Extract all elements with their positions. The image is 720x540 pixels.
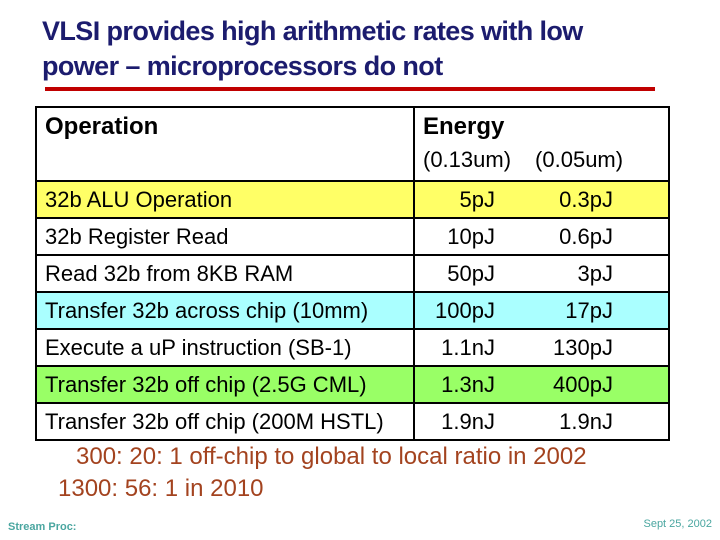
operation-cell: Execute a uP instruction (SB-1)	[37, 330, 415, 365]
table-row: Transfer 32b off chip (200M HSTL) 1.9nJ …	[37, 402, 668, 439]
column-header-energy: Energy (0.13um) (0.05um)	[415, 108, 668, 180]
slide-title-line2: power – microprocessors do not	[42, 51, 443, 81]
column-header-operation: Operation	[37, 108, 415, 180]
table-row: Transfer 32b across chip (10mm) 100pJ 17…	[37, 291, 668, 328]
energy-subheader-005um: (0.05um)	[535, 147, 624, 172]
energy-013um-cell: 10pJ	[447, 223, 495, 249]
energy-013um-cell: 50pJ	[447, 260, 495, 286]
energy-005um-cell: 130pJ	[553, 334, 613, 360]
ratio-notes: 300: 20: 1 off-chip to global to local r…	[0, 441, 700, 505]
footer-project-label: Stream Proc:	[8, 521, 77, 533]
energy-005um-cell: 0.3pJ	[559, 186, 613, 212]
energy-005um-cell: 400pJ	[553, 371, 613, 397]
ratio-note-2002: 300: 20: 1 off-chip to global to local r…	[76, 443, 587, 470]
table-header-row: Operation Energy (0.13um) (0.05um)	[37, 108, 668, 180]
slide-title: VLSI provides high arithmetic rates with…	[42, 14, 710, 84]
table-row: Transfer 32b off chip (2.5G CML) 1.3nJ 4…	[37, 365, 668, 402]
operation-cell: Transfer 32b off chip (200M HSTL)	[37, 404, 415, 439]
energy-005um-cell: 0.6pJ	[559, 223, 613, 249]
energy-subheader-013um: (0.13um)	[423, 147, 512, 172]
energy-013um-cell: 1.1nJ	[441, 334, 495, 360]
energy-013um-cell: 1.3nJ	[441, 371, 495, 397]
slide-title-line1: VLSI provides high arithmetic rates with…	[42, 16, 583, 46]
table-row: Execute a uP instruction (SB-1) 1.1nJ 13…	[37, 328, 668, 365]
energy-013um-cell: 5pJ	[459, 186, 495, 212]
footer-date: Sept 25, 2002	[643, 518, 712, 530]
title-underline-rule	[45, 87, 655, 91]
energy-013um-cell: 100pJ	[435, 297, 495, 323]
energy-subheaders: (0.13um) (0.05um)	[423, 147, 668, 173]
operation-cell: 32b Register Read	[37, 219, 415, 254]
operation-cell: Read 32b from 8KB RAM	[37, 256, 415, 291]
table-row: Read 32b from 8KB RAM 50pJ 3pJ	[37, 254, 668, 291]
operation-cell: Transfer 32b off chip (2.5G CML)	[37, 367, 415, 402]
table-row: 32b Register Read 10pJ 0.6pJ	[37, 217, 668, 254]
operation-cell: Transfer 32b across chip (10mm)	[37, 293, 415, 328]
energy-table: Operation Energy (0.13um) (0.05um) 32b A…	[35, 106, 670, 441]
ratio-note-2010: 1300: 56: 1 in 2010	[58, 475, 264, 502]
energy-013um-cell: 1.9nJ	[441, 408, 495, 434]
energy-005um-cell: 17pJ	[565, 297, 613, 323]
energy-005um-cell: 1.9nJ	[559, 408, 613, 434]
energy-005um-cell: 3pJ	[577, 260, 613, 286]
operation-cell: 32b ALU Operation	[37, 182, 415, 217]
table-row: 32b ALU Operation 5pJ 0.3pJ	[37, 180, 668, 217]
energy-header-label: Energy	[423, 113, 505, 140]
